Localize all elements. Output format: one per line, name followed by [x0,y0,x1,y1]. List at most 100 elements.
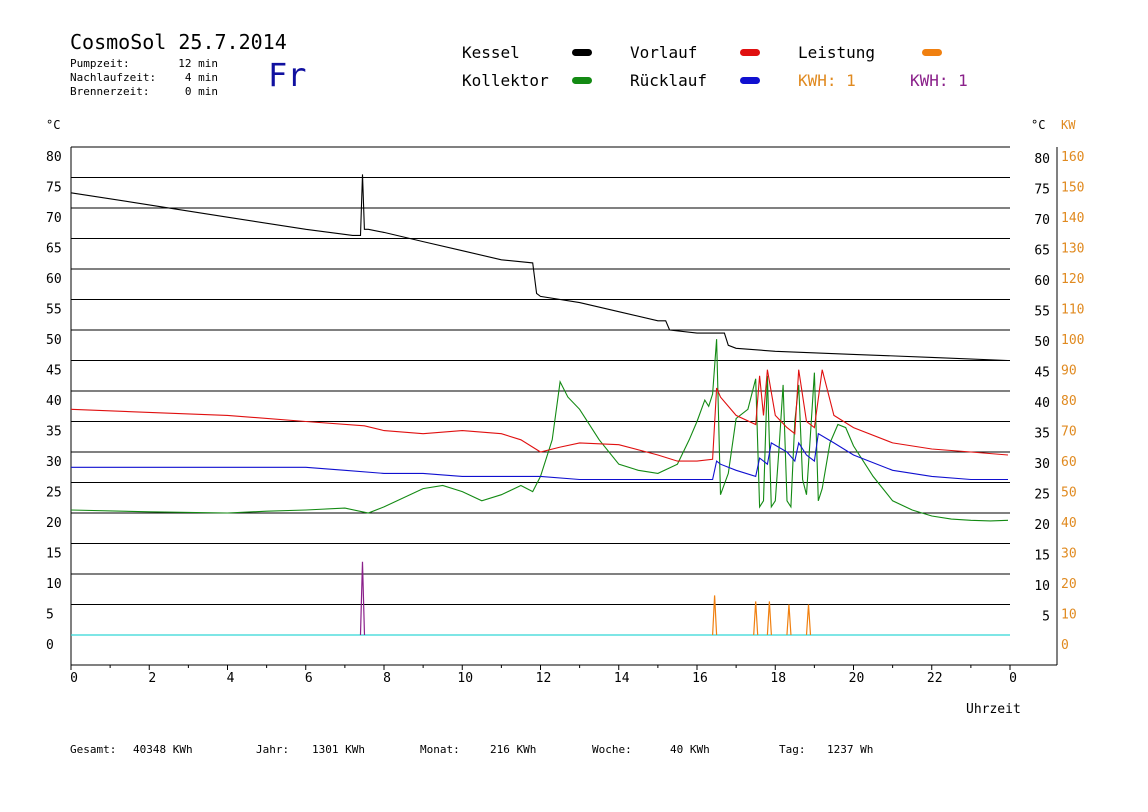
legend-kessel-label: Kessel [462,43,520,62]
footer-tag-label: Tag: [779,743,806,756]
y-tick-left-25: 25 [46,486,62,501]
y2-tick-120: 120 [1061,272,1084,287]
y-tick-left-10: 10 [46,577,62,592]
info-brennerzeit-value: 0 min [184,85,218,98]
spike-1-0 [712,595,718,636]
series-kollektor [70,339,1009,522]
y2-tick-10: 10 [1061,608,1077,623]
y-tick-right-55: 55 [1034,305,1050,320]
y-tick-left-50: 50 [46,333,62,348]
y-tick-right-45: 45 [1034,366,1050,381]
y2-tick-80: 80 [1061,394,1077,409]
x-tick-5: 10 [457,671,473,686]
y-tick-left-60: 60 [46,272,62,287]
footer-gesamt-label: Gesamt: [70,743,117,756]
x-tick-1: 2 [148,671,156,686]
page-title: CosmoSol 25.7.2014 [70,30,287,54]
y-tick-right-30: 30 [1034,457,1050,472]
y-tick-left-15: 15 [46,547,62,562]
right-axis-unit-kw: KW [1061,118,1076,132]
legend-kollektor-swatch [572,77,592,84]
info-pumpzeit-label: Pumpzeit: [70,57,130,70]
y-tick-left-35: 35 [46,425,62,440]
y-tick-right-50: 50 [1034,335,1050,350]
y-tick-left-5: 5 [46,608,54,623]
y2-tick-90: 90 [1061,364,1077,379]
y-tick-left-75: 75 [46,181,62,196]
y-tick-left-80: 80 [46,150,62,165]
x-tick-9: 18 [770,671,786,686]
legend-kollektor-label: Kollektor [462,71,549,90]
legend-ruecklauf-label: Rücklauf [630,71,708,90]
x-tick-10: 20 [849,671,865,686]
y2-tick-130: 130 [1061,242,1084,257]
chart-ticks: 8075706560555045403530252015105080757065… [46,150,1084,686]
y-tick-right-25: 25 [1034,488,1050,503]
y-tick-right-10: 10 [1034,579,1050,594]
y2-tick-150: 150 [1061,181,1084,196]
footer-gesamt-value: 40348 KWh [133,743,193,756]
footer-woche-label: Woche: [592,743,632,756]
y-tick-right-5: 5 [1042,610,1050,625]
footer-jahr-value: 1301 KWh [312,743,365,756]
y-tick-right-40: 40 [1034,396,1050,411]
x-tick-6: 12 [536,671,552,686]
x-axis-label: Uhrzeit [966,702,1021,717]
info-nachlaufzeit-label: Nachlaufzeit: [70,71,157,84]
spike-1-3 [786,604,792,636]
y2-tick-160: 160 [1061,150,1084,165]
y-tick-right-70: 70 [1034,213,1050,228]
y-tick-left-70: 70 [46,211,62,226]
x-tick-7: 14 [614,671,630,686]
legend-leistung-swatch [922,49,942,56]
legend-ruecklauf-swatch [740,77,760,84]
info-brennerzeit-label: Brennerzeit: [70,85,150,98]
y2-tick-40: 40 [1061,516,1077,531]
legend-vorlauf-label: Vorlauf [630,43,698,62]
chart-series [70,174,1010,636]
footer-monat-value: 216 KWh [490,743,537,756]
x-tick-3: 6 [305,671,313,686]
y2-tick-100: 100 [1061,333,1084,348]
weekday-label: Fr [268,56,307,94]
x-tick-4: 8 [383,671,391,686]
right-axis-unit: °C [1031,118,1046,132]
y-tick-right-35: 35 [1034,427,1050,442]
y2-tick-60: 60 [1061,455,1077,470]
x-tick-12: 0 [1009,671,1017,686]
footer-jahr-label: Jahr: [256,743,290,756]
chart-grid [70,146,1058,666]
legend-vorlauf-swatch [740,49,760,56]
y2-tick-70: 70 [1061,425,1077,440]
info-pumpzeit-value: 12 min [178,57,218,70]
y-tick-left-30: 30 [46,455,62,470]
legend-kwh-purple: KWH: 1 [910,71,968,90]
x-tick-0: 0 [70,671,78,686]
y2-tick-50: 50 [1061,486,1077,501]
y-tick-left-40: 40 [46,394,62,409]
y2-tick-20: 20 [1061,577,1077,592]
legend-leistung-label: Leistung [798,43,876,62]
footer-woche-value: 40 KWh [670,743,710,756]
y-tick-left-0: 0 [46,638,54,653]
x-tick-11: 22 [927,671,943,686]
series-vorlauf [70,369,1009,462]
y2-tick-110: 110 [1061,303,1084,318]
series-kessel [70,174,1009,362]
y-tick-left-65: 65 [46,242,62,257]
footer-tag-value: 1237 Wh [827,743,874,756]
y-tick-right-80: 80 [1034,152,1050,167]
spike-1-2 [766,601,772,636]
y-tick-left-55: 55 [46,303,62,318]
x-tick-2: 4 [227,671,235,686]
x-tick-8: 16 [692,671,708,686]
y-tick-right-15: 15 [1034,549,1050,564]
footer-monat-label: Monat: [420,743,460,756]
y-tick-right-60: 60 [1034,274,1050,289]
y-tick-left-20: 20 [46,516,62,531]
left-axis-unit: °C [46,118,61,132]
legend-kessel-swatch [572,49,592,56]
y-tick-right-65: 65 [1034,244,1050,259]
y2-tick-30: 30 [1061,547,1077,562]
spike-1-4 [805,604,812,636]
